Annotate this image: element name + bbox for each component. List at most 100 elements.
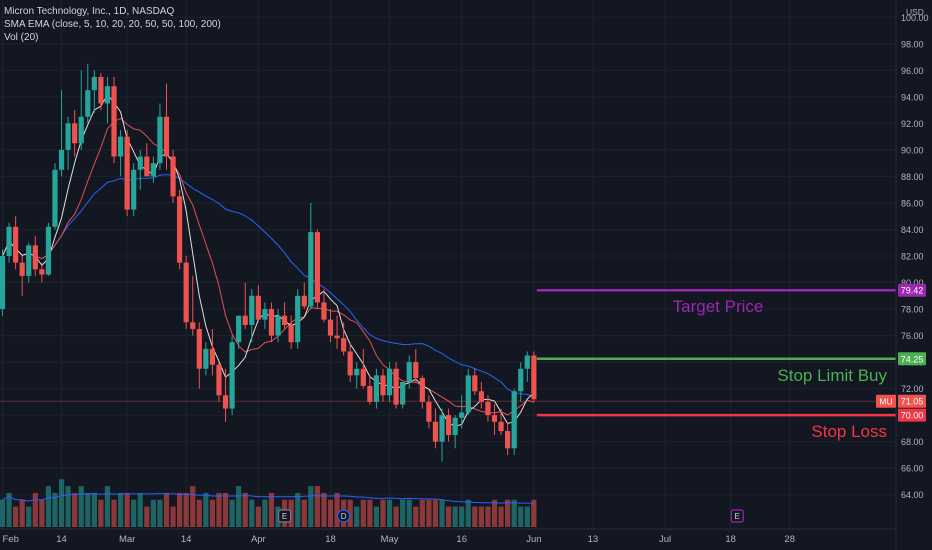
candle bbox=[72, 110, 78, 157]
candle bbox=[380, 368, 386, 402]
candle-body bbox=[26, 245, 32, 276]
candle bbox=[268, 302, 275, 343]
price-tick-label: 90.00 bbox=[901, 145, 924, 155]
volume-bar bbox=[222, 492, 229, 527]
candle bbox=[242, 282, 248, 329]
volume-bar bbox=[104, 486, 111, 527]
candle bbox=[65, 116, 71, 170]
candle-body bbox=[367, 385, 373, 402]
candle bbox=[32, 236, 38, 276]
volume-bar bbox=[144, 506, 150, 527]
ma-indicator-label[interactable]: SMA EMA (close, 5, 10, 20, 20, 50, 50, 1… bbox=[4, 19, 221, 30]
candle bbox=[124, 130, 130, 217]
candle-body bbox=[170, 156, 176, 197]
marker-shape bbox=[730, 509, 744, 523]
candle-body bbox=[288, 324, 294, 343]
candle bbox=[288, 315, 294, 349]
price-tick-label: 100.00 bbox=[901, 13, 929, 23]
symbol-title[interactable]: Micron Technology, Inc., 1D, NASDAQ bbox=[4, 6, 175, 17]
candle-body bbox=[163, 116, 170, 157]
volume-bar bbox=[347, 499, 353, 527]
volume-bar bbox=[52, 492, 58, 527]
candle-body bbox=[78, 116, 84, 144]
volume-bar bbox=[445, 506, 452, 527]
candle-body bbox=[131, 169, 137, 210]
candle-body bbox=[222, 395, 229, 409]
target-label: Target Price bbox=[673, 297, 764, 316]
volume-bar bbox=[386, 499, 393, 527]
dividend-marker[interactable]: D bbox=[337, 509, 351, 523]
candle-body bbox=[432, 421, 439, 442]
stop-loss-price-tag-text: 70.00 bbox=[901, 411, 924, 421]
candle-body bbox=[334, 335, 340, 339]
candle bbox=[52, 163, 58, 230]
candle-body bbox=[104, 86, 111, 104]
price-tick-label: 68.00 bbox=[901, 437, 924, 447]
price-tick-label: 80.00 bbox=[901, 278, 924, 288]
volume-bar bbox=[373, 506, 380, 527]
candle-body bbox=[19, 262, 25, 276]
candle bbox=[150, 156, 156, 184]
candle bbox=[78, 70, 84, 150]
volume-bar bbox=[26, 506, 32, 527]
candle-body bbox=[190, 322, 196, 329]
candle-body bbox=[400, 382, 406, 405]
candle bbox=[459, 395, 465, 429]
candle bbox=[26, 242, 32, 283]
volume-bar bbox=[177, 492, 183, 527]
volume-bar bbox=[72, 492, 78, 527]
volume-bar bbox=[498, 506, 504, 527]
candle bbox=[229, 335, 235, 416]
volume-bar bbox=[229, 499, 235, 527]
candle-body bbox=[177, 196, 183, 263]
sma-mid-line bbox=[2, 117, 535, 416]
volume-indicator-label[interactable]: Vol (20) bbox=[4, 32, 39, 43]
candle bbox=[321, 289, 327, 323]
sma-slow-line bbox=[2, 174, 535, 397]
earnings-marker[interactable]: E bbox=[277, 509, 292, 523]
candle-body bbox=[426, 401, 432, 422]
candle bbox=[511, 388, 517, 455]
candle bbox=[85, 63, 91, 124]
candle bbox=[531, 351, 537, 402]
earnings-marker[interactable]: E bbox=[730, 509, 744, 523]
candle-body bbox=[98, 76, 104, 104]
volume-bar bbox=[209, 499, 216, 527]
price-tick-label: 86.00 bbox=[901, 198, 924, 208]
candle bbox=[419, 375, 425, 409]
candle bbox=[262, 302, 268, 329]
time-tick-label: 16 bbox=[456, 534, 467, 545]
sma-fast-line bbox=[2, 93, 535, 427]
candle-body bbox=[301, 295, 307, 307]
candle-body bbox=[413, 362, 419, 379]
time-axis[interactable]: Feb 14 Mar 14 Apr 18 May 16 Jun 13 Jul 18 28 bbox=[0, 528, 896, 545]
price-axis[interactable]: 64.0066.0068.0070.0072.0074.0076.0078.00… bbox=[876, 0, 929, 550]
candle bbox=[255, 285, 261, 323]
target-price-tag bbox=[898, 283, 926, 297]
volume-bar bbox=[85, 492, 91, 527]
price-tick-label: 72.00 bbox=[901, 384, 924, 394]
volume-bar bbox=[6, 492, 12, 527]
last-price-tag bbox=[898, 394, 926, 408]
volume-bar bbox=[236, 486, 242, 527]
candle-body bbox=[452, 417, 458, 436]
volume-bar bbox=[242, 492, 248, 527]
volume-bar bbox=[327, 499, 334, 527]
candle-body bbox=[144, 156, 150, 177]
candle bbox=[45, 222, 52, 276]
symbol-tag-text: MU bbox=[879, 397, 892, 407]
candle-body bbox=[196, 328, 202, 369]
time-tick-label: 18 bbox=[725, 534, 736, 545]
volume-bar bbox=[91, 492, 97, 527]
stop-loss-price-tag bbox=[898, 408, 926, 422]
candle bbox=[19, 256, 25, 296]
candle bbox=[472, 368, 478, 396]
volume-bar bbox=[111, 499, 117, 527]
candle bbox=[236, 315, 242, 349]
candle bbox=[406, 355, 412, 389]
volume-bar bbox=[268, 492, 275, 527]
price-tick-label: 78.00 bbox=[901, 305, 924, 315]
